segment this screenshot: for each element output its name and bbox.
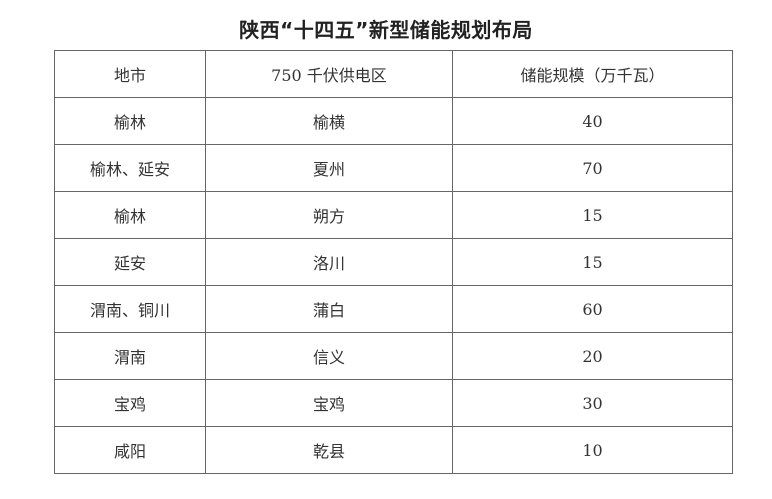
cell-city: 咸阳 <box>54 426 206 474</box>
cell-supply-area: 夏州 <box>205 144 453 192</box>
table-row: 延安 洛川 15 <box>54 238 733 286</box>
storage-plan-table: 地市 750 千伏供电区 储能规模（万千瓦） 榆林 榆横 40 榆林、延安 夏州 70 榆林… <box>54 50 733 474</box>
table-row: 咸阳 乾县 10 <box>54 426 733 474</box>
table-row: 榆林 朔方 15 <box>54 191 733 239</box>
cell-city: 渭南 <box>54 332 206 380</box>
cell-supply-area: 乾县 <box>205 426 453 474</box>
header-storage-scale: 储能规模（万千瓦） <box>452 50 733 98</box>
cell-city: 延安 <box>54 238 206 286</box>
cell-supply-area: 洛川 <box>205 238 453 286</box>
cell-supply-area: 榆横 <box>205 97 453 145</box>
cell-storage-scale: 10 <box>452 426 733 474</box>
table-row: 榆林 榆横 40 <box>54 97 733 145</box>
cell-city: 榆林、延安 <box>54 144 206 192</box>
cell-storage-scale: 40 <box>452 97 733 145</box>
table-header-row: 地市 750 千伏供电区 储能规模（万千瓦） <box>54 50 733 98</box>
table-row: 渭南、铜川 蒲白 60 <box>54 285 733 333</box>
table-row: 宝鸡 宝鸡 30 <box>54 379 733 427</box>
cell-city: 渭南、铜川 <box>54 285 206 333</box>
cell-supply-area: 宝鸡 <box>205 379 453 427</box>
cell-supply-area: 信义 <box>205 332 453 380</box>
cell-storage-scale: 70 <box>452 144 733 192</box>
cell-storage-scale: 15 <box>452 191 733 239</box>
table-row: 榆林、延安 夏州 70 <box>54 144 733 192</box>
cell-storage-scale: 60 <box>452 285 733 333</box>
cell-city: 宝鸡 <box>54 379 206 427</box>
cell-storage-scale: 20 <box>452 332 733 380</box>
cell-supply-area: 蒲白 <box>205 285 453 333</box>
cell-city: 榆林 <box>54 97 206 145</box>
cell-city: 榆林 <box>54 191 206 239</box>
table-row: 渭南 信义 20 <box>54 332 733 380</box>
header-supply-area: 750 千伏供电区 <box>205 50 453 98</box>
cell-storage-scale: 30 <box>452 379 733 427</box>
cell-storage-scale: 15 <box>452 238 733 286</box>
cell-supply-area: 朔方 <box>205 191 453 239</box>
header-city: 地市 <box>54 50 206 98</box>
document-title: 陕西“十四五”新型储能规划布局 <box>239 18 533 42</box>
